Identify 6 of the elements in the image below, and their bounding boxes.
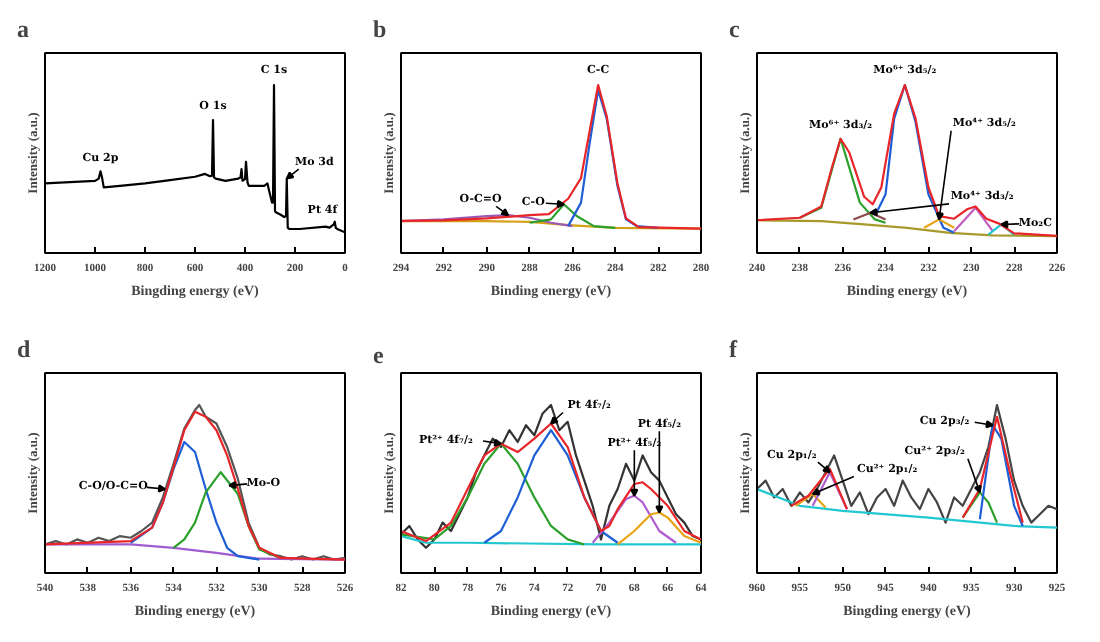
chart-title: e — [373, 341, 385, 369]
chart-title: f — [729, 335, 739, 363]
chart-title: d — [17, 335, 31, 363]
chart-title: b — [373, 15, 387, 43]
chart-title: a — [17, 15, 29, 43]
chart-title: c — [729, 15, 741, 43]
